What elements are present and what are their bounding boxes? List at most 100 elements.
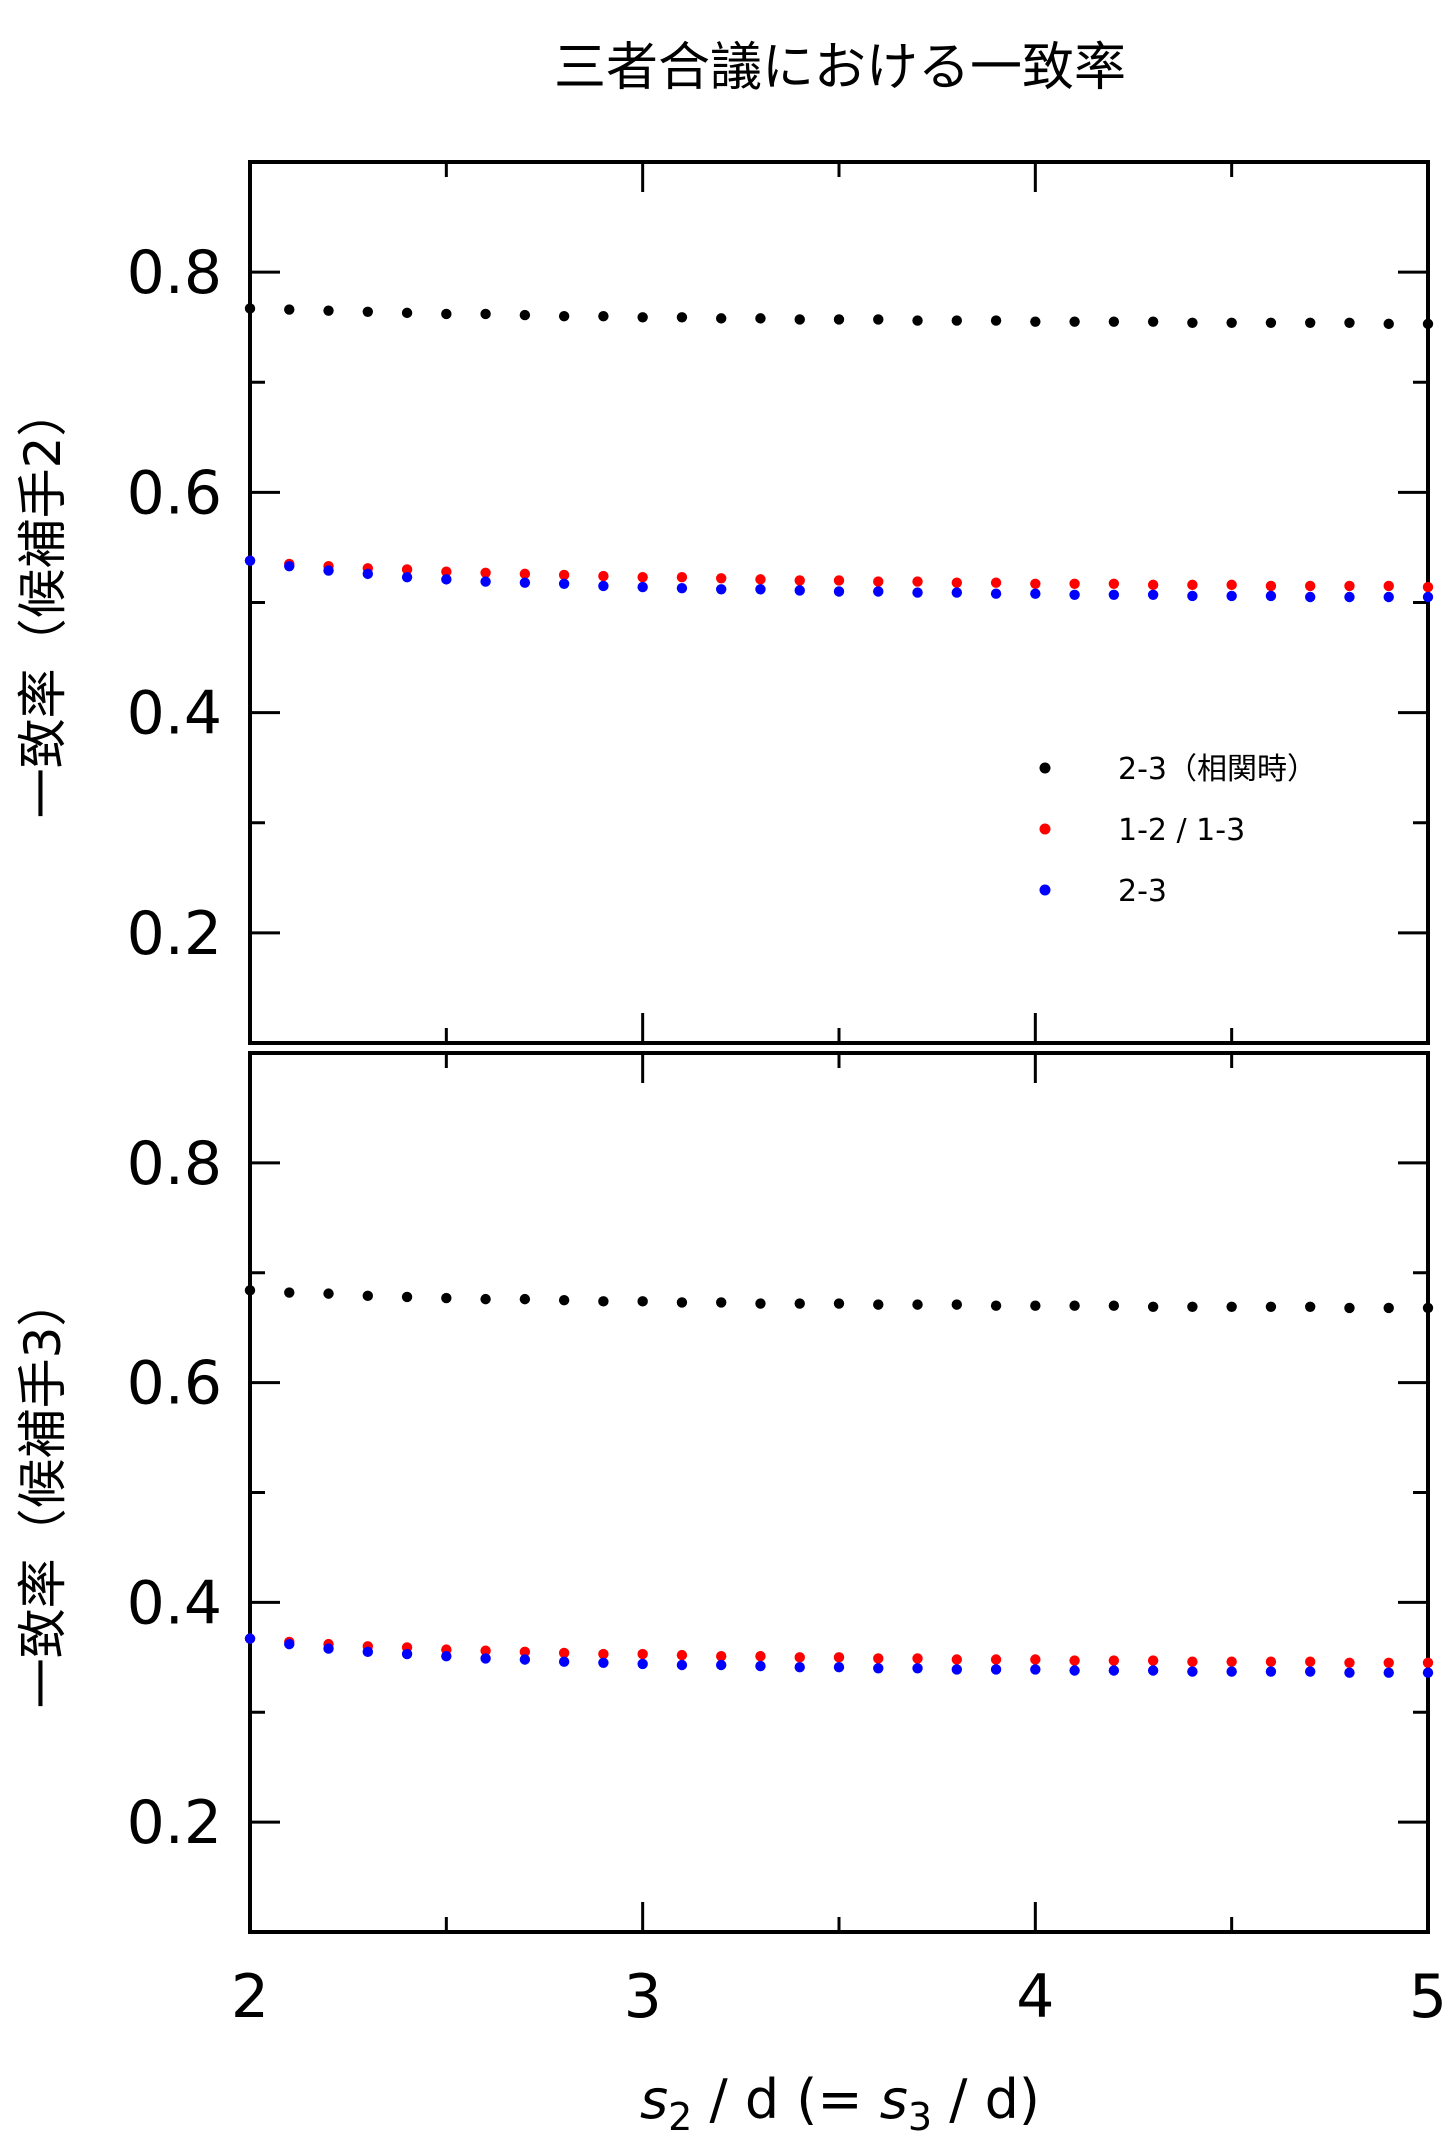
x-label-end: / d) [932,2068,1040,2131]
data-point [1069,1665,1080,1676]
data-point [362,1290,373,1302]
data-point [1226,1656,1237,1667]
data-point [1147,579,1159,591]
data-point [1030,1654,1041,1665]
data-point [1030,588,1041,599]
data-point [362,568,373,580]
y-tick-label: 0.2 [127,1788,222,1858]
data-point [1147,316,1159,327]
data-point [1030,578,1041,589]
data-point [1069,316,1080,327]
x-axis-label: s2 / d (= s3 / d) [640,2068,1040,2139]
data-point [1226,1301,1237,1313]
data-point [480,567,491,578]
y-axis-label: 一致率（候補手3） [14,1277,72,1709]
y-tick-label: 0.4 [127,1568,222,1638]
x-tick-label: 4 [1016,1962,1054,2032]
data-point [676,1297,688,1308]
data-point [1305,580,1316,592]
data-point [401,1648,413,1660]
data-point [441,1292,452,1304]
data-point [794,575,805,586]
data-point [558,310,570,322]
data-point [1344,1302,1355,1314]
data-point [1265,590,1277,602]
data-point [1422,1302,1434,1314]
data-point [1422,1657,1434,1669]
data-point [716,1297,727,1308]
chart-title: 三者合議における一致率 [554,38,1126,98]
data-point [912,576,923,587]
data-point [833,575,845,586]
data-point [1030,1300,1041,1311]
data-point [1305,1666,1316,1677]
x-label-s3-sub: 3 [908,2095,932,2139]
data-point [637,312,648,323]
data-point [716,573,727,584]
data-point [873,576,884,587]
data-point [1187,1656,1198,1667]
data-point [244,1633,256,1644]
y-tick-label: 0.4 [127,679,222,749]
data-point [244,555,256,566]
data-point [558,1647,570,1659]
data-point [1069,578,1080,589]
data-point [1147,589,1159,600]
data-point [1030,1664,1041,1675]
data-point [873,1653,884,1664]
data-point [284,560,295,572]
data-point [990,577,1002,588]
data-point [755,574,766,585]
x-label-s3: s [880,2068,908,2131]
data-point [951,587,962,598]
data-point [519,1293,531,1305]
data-point [598,570,609,582]
data-point [1147,1655,1159,1666]
data-point [951,1664,962,1675]
data-point [1383,1667,1394,1678]
data-point [401,571,413,583]
x-tick-label: 3 [624,1962,662,2032]
data-point [873,586,884,597]
data-point [1383,1657,1394,1669]
data-point [1305,591,1316,603]
bottom-panel: 0.2 0.4 0.6 0.8 2 3 4 5 一致率（候補手3） [14,1051,1447,2032]
data-point [1265,1301,1277,1313]
data-point [755,313,766,324]
data-point [323,1643,334,1654]
data-point [1305,1656,1316,1667]
data-point [244,303,256,314]
data-point [1187,317,1198,328]
data-point [1344,1657,1355,1669]
data-point [1069,589,1080,600]
data-point [951,577,962,588]
data-point [519,309,531,321]
data-point [637,1648,648,1660]
data-point [1147,1665,1159,1676]
data-point [1383,318,1394,330]
data-point [912,587,923,598]
data-point [480,1645,491,1656]
data-point [1226,317,1237,328]
data-point [284,1287,295,1298]
data-point [716,584,727,595]
plot-frame [248,1051,1430,1934]
data-point [912,315,923,326]
data-point [833,1662,845,1673]
data-point [1422,591,1434,603]
data-point [1030,316,1041,327]
data-point [990,315,1002,326]
data-point [637,581,648,593]
data-point [755,1651,766,1662]
data-point [637,1658,648,1670]
data-point [441,1651,452,1662]
legend-label: 1-2 / 1-3 [1118,813,1245,848]
data-point [716,1651,727,1662]
data-point [833,1652,845,1663]
data-point [244,1285,256,1296]
data-point [401,1291,413,1303]
data-point [598,310,609,322]
data-point [1344,1667,1355,1678]
data-point [598,1648,609,1660]
